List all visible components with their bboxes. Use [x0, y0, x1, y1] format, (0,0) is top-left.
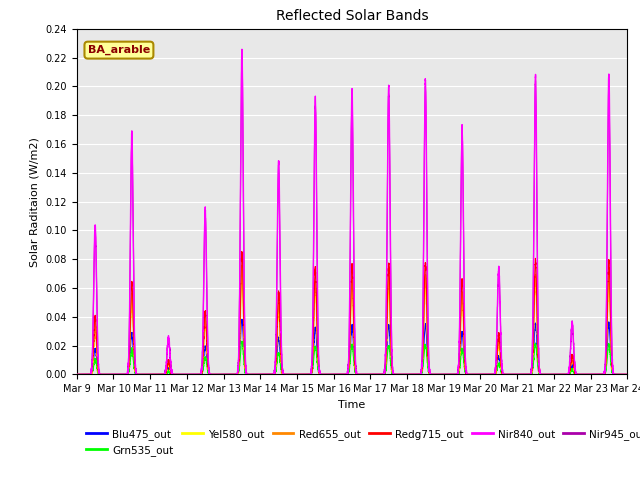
- Line: Red655_out: Red655_out: [77, 265, 627, 374]
- Grn535_out: [238, 338, 246, 344]
- Nir840_out: [506, 372, 514, 377]
- Line: Blu475_out: Blu475_out: [77, 319, 627, 374]
- Redg715_out: [73, 372, 81, 377]
- Nir945_out: [279, 372, 287, 377]
- Nir840_out: [279, 371, 287, 376]
- Yel580_out: [238, 270, 246, 276]
- Line: Nir840_out: Nir840_out: [77, 49, 627, 374]
- Blu475_out: [506, 372, 514, 377]
- Redg715_out: [191, 372, 198, 377]
- Blu475_out: [185, 372, 193, 377]
- Redg715_out: [238, 249, 246, 254]
- Grn535_out: [623, 372, 631, 377]
- Line: Grn535_out: Grn535_out: [77, 341, 627, 374]
- Yel580_out: [621, 372, 629, 377]
- Yel580_out: [506, 372, 514, 377]
- Nir945_out: [191, 372, 198, 377]
- Red655_out: [238, 262, 246, 268]
- Yel580_out: [279, 371, 287, 376]
- Grn535_out: [73, 372, 81, 377]
- Redg715_out: [185, 372, 193, 377]
- Y-axis label: Solar Raditaion (W/m2): Solar Raditaion (W/m2): [30, 137, 40, 266]
- Red655_out: [185, 372, 193, 377]
- Yel580_out: [623, 372, 631, 377]
- Nir840_out: [621, 372, 629, 377]
- Grn535_out: [506, 372, 514, 377]
- Blu475_out: [191, 372, 198, 377]
- Red655_out: [73, 372, 81, 377]
- Blu475_out: [623, 372, 631, 377]
- Nir945_out: [185, 372, 193, 377]
- Grn535_out: [621, 372, 629, 377]
- Nir840_out: [73, 372, 81, 377]
- Red655_out: [428, 372, 436, 377]
- Blu475_out: [73, 372, 81, 377]
- Nir945_out: [621, 372, 629, 377]
- Yel580_out: [428, 372, 436, 377]
- Grn535_out: [185, 372, 193, 377]
- Red655_out: [279, 371, 287, 376]
- Blu475_out: [428, 372, 436, 377]
- Redg715_out: [428, 372, 436, 377]
- X-axis label: Time: Time: [339, 400, 365, 409]
- Grn535_out: [191, 372, 198, 377]
- Nir840_out: [623, 372, 631, 377]
- Nir840_out: [191, 372, 198, 377]
- Nir945_out: [238, 57, 246, 63]
- Text: BA_arable: BA_arable: [88, 45, 150, 55]
- Grn535_out: [279, 371, 287, 377]
- Nir840_out: [238, 47, 246, 52]
- Red655_out: [621, 372, 629, 377]
- Nir945_out: [623, 372, 631, 377]
- Yel580_out: [185, 372, 193, 377]
- Yel580_out: [191, 372, 198, 377]
- Line: Nir945_out: Nir945_out: [77, 60, 627, 374]
- Redg715_out: [621, 372, 629, 377]
- Red655_out: [191, 372, 198, 377]
- Yel580_out: [73, 372, 81, 377]
- Blu475_out: [279, 371, 287, 377]
- Line: Yel580_out: Yel580_out: [77, 273, 627, 374]
- Nir945_out: [73, 372, 81, 377]
- Redg715_out: [506, 372, 514, 377]
- Blu475_out: [238, 316, 246, 322]
- Red655_out: [623, 372, 631, 377]
- Redg715_out: [279, 371, 287, 376]
- Nir945_out: [506, 372, 514, 377]
- Nir945_out: [428, 372, 436, 377]
- Line: Redg715_out: Redg715_out: [77, 252, 627, 374]
- Nir840_out: [185, 372, 193, 377]
- Redg715_out: [623, 372, 631, 377]
- Nir840_out: [428, 372, 436, 377]
- Grn535_out: [428, 372, 436, 377]
- Red655_out: [506, 372, 514, 377]
- Blu475_out: [621, 372, 629, 377]
- Legend: Blu475_out, Grn535_out, Yel580_out, Red655_out, Redg715_out, Nir840_out, Nir945_: Blu475_out, Grn535_out, Yel580_out, Red6…: [82, 424, 640, 460]
- Title: Reflected Solar Bands: Reflected Solar Bands: [276, 10, 428, 24]
